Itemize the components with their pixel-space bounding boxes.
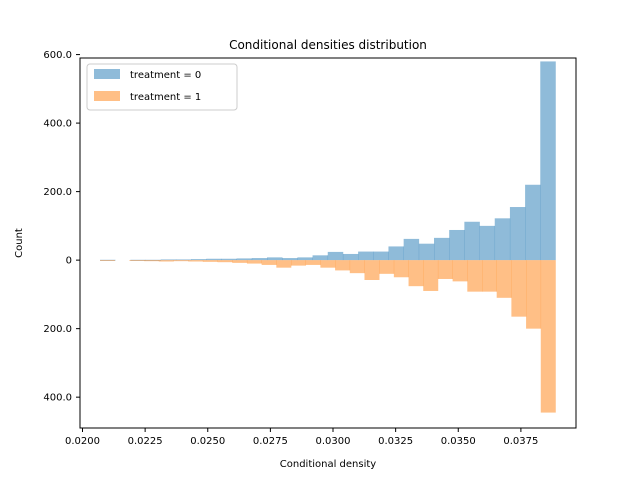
bar-series-0-bin-24 — [464, 221, 480, 261]
bar-series-1-bin-0 — [100, 260, 116, 261]
bar-series-0-bin-13 — [297, 257, 313, 261]
bar-series-1-bin-28 — [511, 260, 527, 317]
bar-series-1-bin-18 — [364, 260, 380, 280]
bar-series-0-bin-23 — [449, 229, 465, 261]
bar-series-1-bin-4 — [158, 260, 174, 262]
bar-series-1-bin-11 — [261, 260, 277, 265]
bar-series-0-bin-10 — [251, 258, 268, 261]
bar-series-0-bin-5 — [175, 259, 192, 261]
x-axis-title: Conditional density — [280, 459, 377, 470]
bar-series-1-bin-27 — [496, 260, 512, 298]
bar-series-1-bin-14 — [305, 260, 321, 265]
legend-swatch-treatment-0 — [94, 69, 120, 79]
bar-series-1-bin-7 — [202, 260, 218, 262]
bar-series-1-bin-8 — [217, 260, 233, 263]
bar-series-1-bin-17 — [349, 260, 365, 274]
bar-series-0-bin-27 — [509, 207, 526, 261]
bar-series-1-bin-21 — [408, 260, 424, 287]
bar-series-0-bin-20 — [403, 238, 420, 261]
y-tick-label-4: 400.0 — [43, 119, 72, 130]
bar-series-1-bin-16 — [335, 260, 351, 271]
bar-series-1-bin-29 — [526, 260, 542, 329]
bar-series-1-bin-30 — [540, 260, 556, 413]
bar-series-1-bin-22 — [423, 260, 439, 291]
legend-box — [86, 63, 238, 111]
bar-series-0-bin-4 — [160, 259, 177, 261]
x-tick-label-6: 0.0350 — [441, 436, 476, 447]
chart-title: Conditional densities distribution — [229, 38, 427, 52]
bar-series-0-bin-25 — [479, 225, 496, 261]
bar-series-1-bin-19 — [379, 260, 395, 274]
bars-group — [100, 61, 556, 413]
bar-series-0-bin-22 — [434, 237, 450, 261]
bar-series-1-bin-3 — [144, 260, 160, 262]
y-tick-label-1: 200.0 — [43, 324, 72, 335]
x-tick-label-7: 0.0375 — [503, 436, 538, 447]
x-axis-ticks: 0.0200 0.0225 0.0250 0.0275 0.0300 0.0325 0.03… — [65, 428, 538, 447]
bar-series-0-bin-7 — [206, 258, 222, 261]
legend-swatch-treatment-1 — [94, 91, 120, 101]
bar-series-1-bin-25 — [467, 260, 483, 292]
plot-frame — [79, 57, 577, 429]
bar-series-1-bin-24 — [452, 260, 468, 282]
bar-series-0-bin-15 — [327, 251, 344, 261]
y-axis-title: Count — [14, 228, 25, 258]
bar-series-1-bin-15 — [320, 260, 336, 268]
bar-series-0-bin-12 — [282, 258, 298, 261]
bar-series-0-bin-29 — [540, 61, 556, 261]
bar-series-1-bin-13 — [291, 260, 307, 266]
x-tick-label-5: 0.0325 — [378, 436, 413, 447]
bar-series-0-bin-16 — [342, 253, 359, 261]
y-axis-ticks: 400.0 200.0 0 200.0 400.0 600.0 — [43, 50, 80, 404]
bar-series-0-bin-19 — [388, 246, 404, 261]
bar-series-0-bin-21 — [418, 243, 435, 261]
legend: treatment = 0 treatment = 1 — [86, 63, 238, 111]
bar-series-1-bin-2 — [129, 260, 145, 261]
bar-series-1-bin-26 — [482, 260, 497, 292]
bar-series-0-bin-17 — [358, 251, 374, 261]
bar-series-1-bin-20 — [393, 260, 409, 278]
bar-series-0-bin-11 — [267, 257, 283, 261]
x-tick-label-2: 0.0250 — [190, 436, 225, 447]
bar-series-0-bin-6 — [191, 259, 207, 261]
x-tick-label-1: 0.0225 — [128, 436, 163, 447]
bar-series-1-bin-10 — [246, 260, 262, 264]
bar-series-0-bin-28 — [525, 184, 541, 261]
x-tick-label-3: 0.0275 — [253, 436, 288, 447]
x-tick-label-4: 0.0300 — [316, 436, 351, 447]
bar-series-0-bin-18 — [373, 251, 389, 261]
bar-series-0-bin-9 — [236, 258, 253, 261]
y-tick-label-3: 200.0 — [43, 187, 72, 198]
bar-series-1-bin-23 — [437, 260, 453, 279]
bar-series-1-bin-6 — [188, 260, 204, 262]
bar-series-0-bin-8 — [221, 258, 237, 261]
y-tick-label-0: 400.0 — [43, 393, 72, 404]
y-tick-label-2: 0 — [66, 256, 72, 267]
bar-series-0-bin-14 — [312, 255, 329, 261]
y-tick-label-5: 600.0 — [43, 50, 72, 61]
bar-series-1-bin-9 — [232, 260, 248, 263]
x-tick-label-0: 0.0200 — [65, 436, 100, 447]
legend-label-treatment-1: treatment = 1 — [130, 92, 201, 103]
bar-series-1-bin-12 — [276, 260, 292, 268]
bar-series-0-bin-26 — [494, 218, 511, 261]
legend-label-treatment-0: treatment = 0 — [130, 70, 201, 81]
bar-series-1-bin-5 — [173, 260, 189, 262]
